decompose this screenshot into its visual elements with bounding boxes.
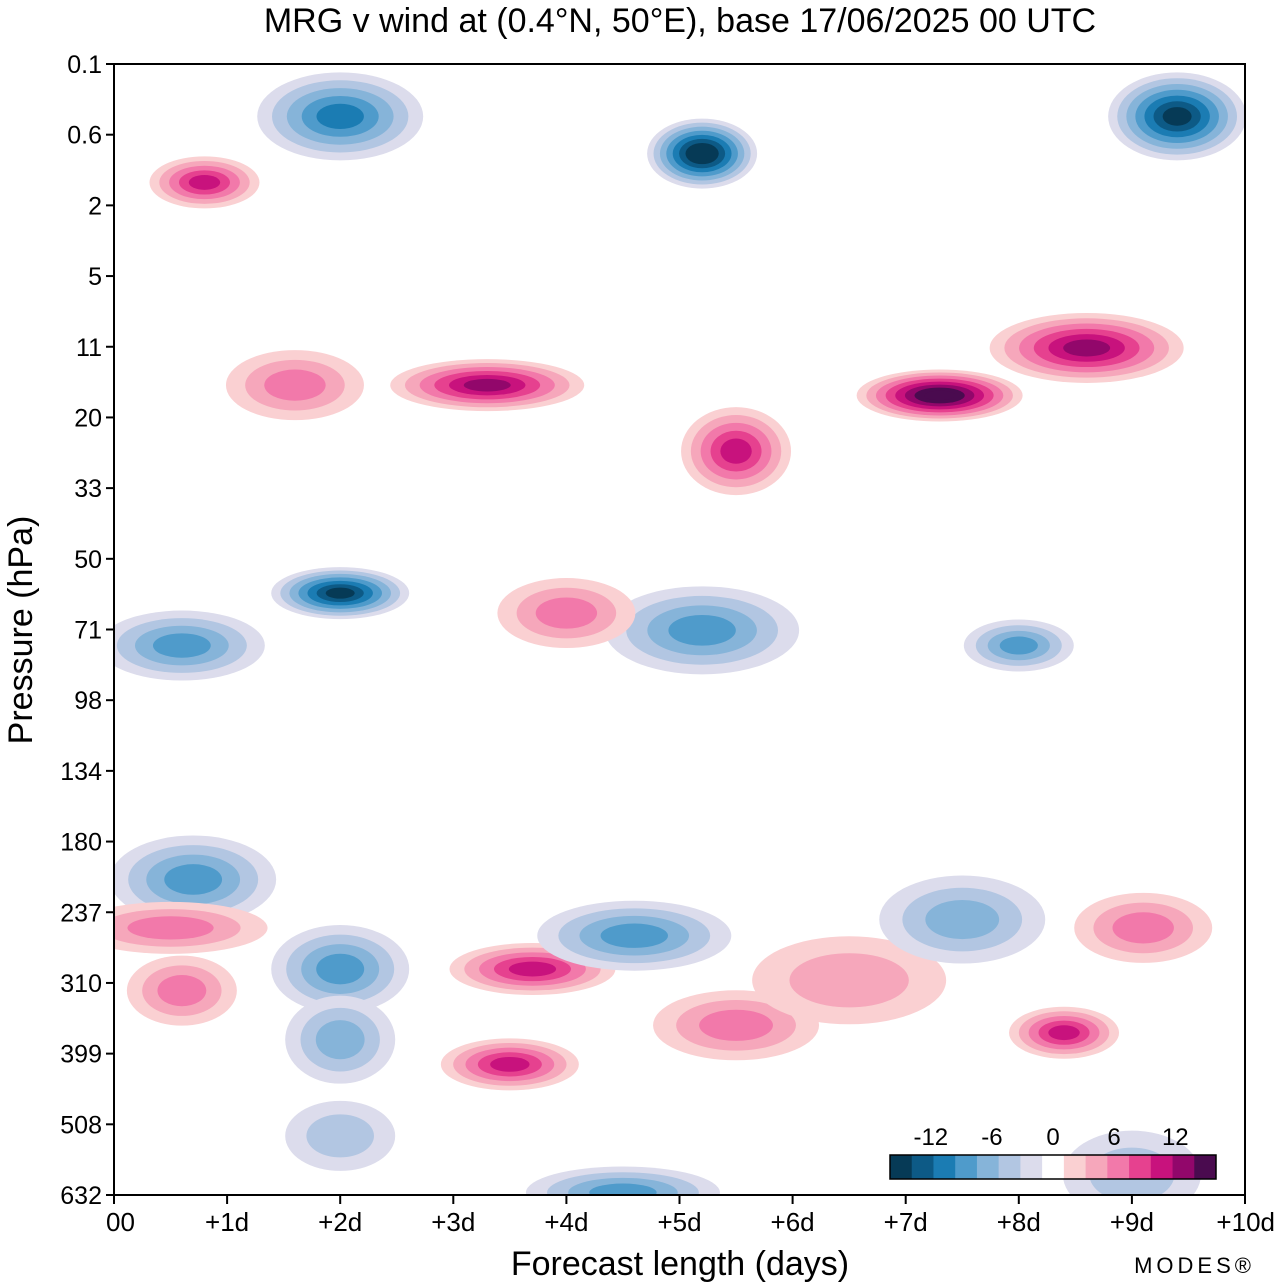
colorbar-segment <box>890 1155 913 1179</box>
y-tick-label: 2 <box>88 192 102 220</box>
y-tick-label: 632 <box>60 1182 102 1210</box>
colorbar-tick-label: -6 <box>981 1124 1002 1151</box>
y-tick-label: 98 <box>74 687 102 715</box>
x-tick-label: +9d <box>1110 1207 1154 1237</box>
x-tick-label: +5d <box>657 1207 701 1237</box>
y-tick-label: 0.6 <box>67 122 102 150</box>
x-tick-label: +6d <box>771 1207 815 1237</box>
colorbar-segment <box>1107 1155 1130 1179</box>
colorbar-segment <box>1063 1155 1086 1179</box>
colorbar-tick-label: 6 <box>1107 1124 1120 1151</box>
y-tick-label: 50 <box>74 546 102 574</box>
x-tick-label: +7d <box>884 1207 928 1237</box>
colorbar-segment <box>933 1155 956 1179</box>
x-tick-label: +4d <box>544 1207 588 1237</box>
colorbar-segment <box>911 1155 934 1179</box>
x-axis: 00 +1d +2d +3d +4d +5d +6d +7d +8d +9d +10d <box>106 1195 1275 1237</box>
contour-region <box>316 103 364 130</box>
x-tick-label: 00 <box>106 1207 135 1237</box>
contour-region <box>589 1183 657 1195</box>
contour-region <box>924 390 956 401</box>
contour-region <box>1162 107 1192 126</box>
y-tick-label: 237 <box>60 899 102 927</box>
contour-region <box>264 369 326 401</box>
colorbar-segment <box>1042 1155 1065 1179</box>
contour-region <box>490 1056 530 1072</box>
contour-region <box>691 147 713 161</box>
brand-logo: MODES® <box>1134 1253 1255 1278</box>
y-tick-label: 310 <box>60 970 102 998</box>
colorbar-tick-label: 12 <box>1162 1124 1189 1151</box>
contour-region <box>306 1114 375 1158</box>
x-tick-label: +2d <box>318 1207 362 1237</box>
contour-field <box>114 72 1245 1195</box>
y-tick-label: 508 <box>60 1111 102 1139</box>
y-axis: 0.1 0.6 2 5 11 20 33 50 71 98 134 180 237 310 399 508 63… <box>60 51 114 1210</box>
colorbar-segment <box>1020 1155 1043 1179</box>
colorbar-frame <box>889 1154 1217 1180</box>
y-tick-label: 0.1 <box>67 51 102 79</box>
colorbar-segment <box>955 1155 978 1179</box>
contour-region <box>463 378 511 392</box>
y-tick-label: 180 <box>60 829 102 857</box>
y-tick-label: 71 <box>74 617 102 645</box>
contour-region <box>188 175 221 190</box>
contour-region <box>315 1020 365 1060</box>
contour-region <box>535 597 598 629</box>
colorbar-segment <box>976 1155 999 1179</box>
colorbar-segment <box>1129 1155 1152 1179</box>
y-tick-label: 134 <box>60 758 102 786</box>
chart-title: MRG v wind at (0.4°N, 50°E), base 17/06/… <box>264 2 1096 40</box>
contour-region <box>999 636 1038 655</box>
y-tick-label: 11 <box>76 334 102 362</box>
colorbar: -12 -6 0 6 12 <box>889 1124 1217 1180</box>
y-axis-label: Pressure (hPa) <box>2 516 40 745</box>
contour-region <box>668 615 736 646</box>
contour-region <box>157 975 207 1007</box>
x-tick-label: +8d <box>997 1207 1041 1237</box>
contour-region <box>720 438 752 464</box>
contour-region <box>600 923 668 948</box>
x-tick-label: +10d <box>1216 1207 1275 1237</box>
contour-region <box>127 916 214 940</box>
y-tick-label: 33 <box>74 475 102 503</box>
y-tick-label: 5 <box>88 263 102 291</box>
colorbar-segment <box>1085 1155 1108 1179</box>
colorbar-segment <box>998 1155 1021 1179</box>
y-tick-label: 399 <box>60 1041 102 1069</box>
contour-region <box>789 953 909 1008</box>
contour-region <box>325 587 355 599</box>
colorbar-segment <box>1150 1155 1173 1179</box>
colorbar-segment <box>1172 1155 1195 1179</box>
x-tick-label: +3d <box>431 1207 475 1237</box>
contour-region <box>925 899 1000 940</box>
contour-region <box>1048 1025 1080 1041</box>
x-tick-label: +1d <box>205 1207 249 1237</box>
colorbar-tick-label: -12 <box>913 1124 948 1151</box>
contour-region <box>508 961 557 977</box>
contour-region <box>1063 339 1111 357</box>
contour-region <box>152 633 211 658</box>
y-tick-label: 20 <box>74 404 102 432</box>
contour-region <box>699 1009 773 1041</box>
x-axis-label: Forecast length (days) <box>511 1245 849 1283</box>
contour-region <box>1112 912 1174 944</box>
colorbar-tick-label: 0 <box>1046 1124 1059 1151</box>
contour-region <box>316 953 365 985</box>
contour-region <box>164 864 223 895</box>
colorbar-segment <box>1194 1155 1217 1179</box>
